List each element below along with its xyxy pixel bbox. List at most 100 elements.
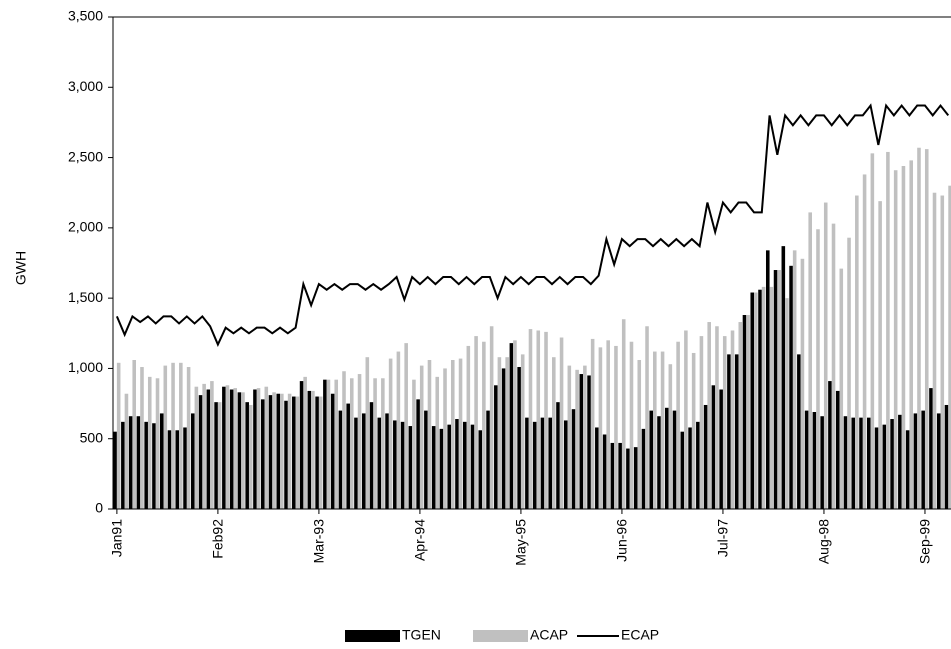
bar <box>614 345 618 509</box>
bar <box>424 410 428 509</box>
bar <box>280 393 284 509</box>
bar <box>388 358 393 509</box>
bar <box>660 351 665 509</box>
bar <box>688 427 692 509</box>
bar <box>936 413 941 509</box>
bar <box>191 413 195 509</box>
legend-label: TGEN <box>402 627 441 643</box>
bar <box>155 378 160 509</box>
x-tick-label: Jan91 <box>109 519 125 557</box>
bar <box>559 337 564 509</box>
bar <box>556 402 560 509</box>
bar <box>159 413 164 509</box>
bar <box>750 292 755 509</box>
bar <box>583 365 587 509</box>
bar <box>412 379 416 509</box>
bar <box>404 343 408 509</box>
bar <box>132 359 136 509</box>
bar <box>862 174 867 509</box>
line <box>115 103 950 348</box>
bar <box>365 357 370 509</box>
bar <box>435 376 440 509</box>
bar <box>761 286 766 509</box>
bar <box>940 195 945 510</box>
bar <box>128 416 133 509</box>
bar <box>742 315 747 509</box>
bar <box>470 424 475 509</box>
y-tick-label: 2,500 <box>68 148 103 164</box>
bar <box>707 322 711 509</box>
legend-swatch <box>345 630 400 642</box>
bar <box>124 393 129 509</box>
bar <box>808 212 812 509</box>
bar <box>893 170 898 510</box>
bar <box>548 417 553 509</box>
bar <box>867 417 871 509</box>
bar <box>820 416 824 509</box>
bar <box>276 393 281 509</box>
bar <box>882 424 887 509</box>
bar <box>800 258 805 509</box>
bar <box>626 448 630 509</box>
bar <box>703 404 708 509</box>
bar <box>462 421 467 509</box>
bar <box>602 434 607 509</box>
bar <box>738 322 743 509</box>
bar <box>579 374 584 509</box>
bar <box>260 399 265 509</box>
bar <box>528 329 533 509</box>
y-tick-label: 3,500 <box>68 8 103 24</box>
bar <box>256 388 261 509</box>
y-tick-label: 0 <box>95 500 103 516</box>
bar <box>144 421 148 509</box>
bar <box>400 421 405 509</box>
bar <box>323 379 327 509</box>
x-tick-label: Jul-97 <box>715 519 731 557</box>
bar <box>272 392 276 509</box>
bar <box>727 354 731 509</box>
bar <box>513 340 517 509</box>
bar <box>299 381 304 509</box>
bar <box>734 354 739 509</box>
bar <box>828 381 832 509</box>
bar <box>447 424 451 509</box>
bar <box>587 375 591 509</box>
bar <box>334 379 339 509</box>
bar <box>699 336 704 509</box>
bar <box>610 442 615 509</box>
bar <box>664 407 669 509</box>
bar <box>171 362 175 509</box>
x-tick-label: May-95 <box>513 519 529 566</box>
bar <box>373 378 377 509</box>
bar <box>501 368 506 509</box>
bar <box>552 357 556 509</box>
bar <box>385 413 389 509</box>
x-tick-label: Sep-99 <box>917 519 933 564</box>
bar <box>680 431 685 509</box>
bar <box>361 413 366 509</box>
bar <box>248 404 253 509</box>
bar <box>140 367 144 509</box>
bar <box>668 364 673 509</box>
bar <box>898 414 902 509</box>
bar <box>439 428 444 509</box>
bar <box>606 340 610 509</box>
bar <box>163 365 168 509</box>
x-tick-label: Jun-96 <box>614 519 630 562</box>
bar <box>944 404 949 509</box>
bar <box>295 396 300 509</box>
x-tick-label: Mar-93 <box>311 519 327 564</box>
y-tick-label: 500 <box>80 429 104 445</box>
bar <box>167 430 172 509</box>
bar <box>198 395 203 509</box>
bar <box>851 417 856 509</box>
bar <box>194 386 199 509</box>
bar <box>253 389 257 509</box>
y-tick-label: 1,000 <box>68 359 103 375</box>
bar <box>921 410 925 509</box>
bar <box>307 390 312 509</box>
bar <box>206 389 211 509</box>
bar <box>431 426 436 509</box>
bar <box>520 354 525 509</box>
bar <box>489 326 494 509</box>
